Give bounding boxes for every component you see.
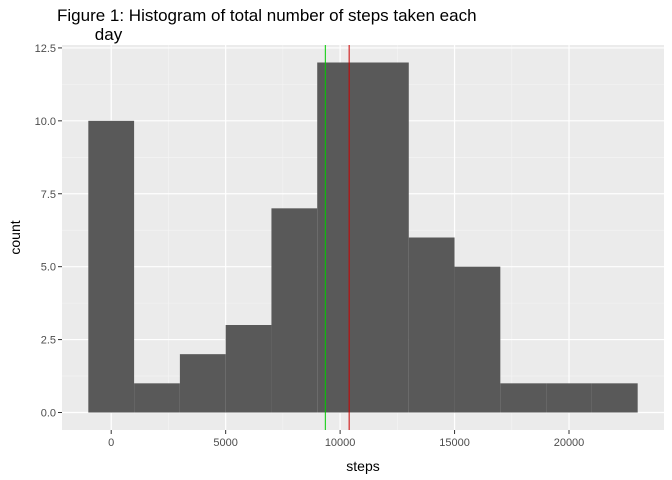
y-tick-label: 10.0 [35, 116, 56, 128]
x-tick-label: 15000 [439, 437, 470, 449]
histogram-bars [88, 62, 638, 413]
y-tick-label: 2.5 [41, 335, 56, 347]
x-tick-label: 20000 [554, 437, 585, 449]
y-tick-label: 5.0 [41, 262, 56, 274]
histogram-bar [179, 354, 226, 413]
y-tick-label: 0.0 [41, 408, 56, 420]
x-axis: 0 5000 10000 15000 20000 [108, 430, 584, 449]
histogram-bar [88, 120, 135, 413]
histogram-bar [454, 266, 501, 413]
histogram-bar [225, 325, 272, 413]
y-axis-title: count [7, 220, 23, 254]
y-tick-label: 12.5 [35, 43, 56, 55]
histogram-bar [500, 383, 547, 413]
chart-title: Figure 1: Histogram of total number of s… [57, 6, 477, 44]
histogram-bar [317, 62, 363, 413]
histogram-bar [591, 383, 638, 413]
histogram-bar [363, 62, 409, 413]
y-axis: 0.0 2.5 5.0 7.5 10.0 12.5 [35, 43, 62, 420]
histogram-bar [271, 208, 318, 413]
x-tick-label: 0 [108, 437, 114, 449]
x-tick-label: 10000 [325, 437, 356, 449]
histogram-bar [546, 383, 592, 413]
reference-lines [324, 45, 350, 430]
histogram-bar [408, 237, 455, 413]
x-axis-title: steps [346, 458, 379, 474]
x-tick-label: 5000 [213, 437, 237, 449]
histogram-bar [134, 383, 180, 413]
y-tick-label: 7.5 [41, 189, 56, 201]
